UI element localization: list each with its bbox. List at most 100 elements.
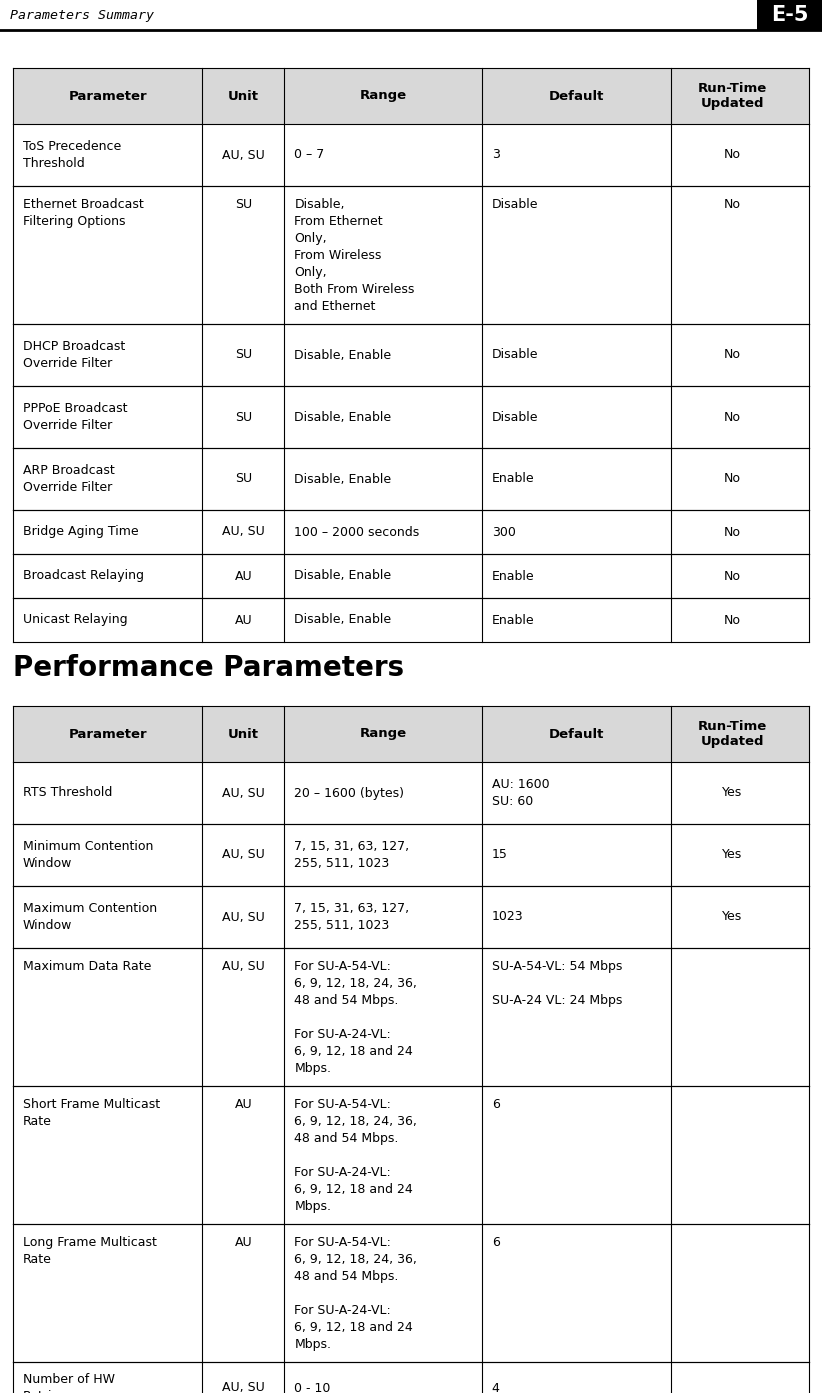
Text: 20 – 1600 (bytes): 20 – 1600 (bytes) [294, 787, 404, 800]
Text: 0 – 7: 0 – 7 [294, 149, 325, 162]
Text: 1023: 1023 [492, 911, 524, 924]
Text: Maximum Contention
Window: Maximum Contention Window [23, 903, 157, 932]
Bar [13, 449, 809, 510]
Text: AU: AU [234, 1236, 252, 1250]
Bar [13, 762, 809, 825]
Text: SU-A-54-VL: 54 Mbps

SU-A-24 VL: 24 Mbps: SU-A-54-VL: 54 Mbps SU-A-24 VL: 24 Mbps [492, 960, 622, 1007]
Bar [13, 68, 809, 124]
Bar [13, 1087, 809, 1224]
Text: AU, SU: AU, SU [222, 960, 265, 972]
Text: 4: 4 [492, 1382, 500, 1393]
Text: No: No [723, 613, 741, 627]
Text: Disable, Enable: Disable, Enable [294, 570, 391, 582]
Bar [13, 386, 809, 449]
Text: ToS Precedence
Threshold: ToS Precedence Threshold [23, 141, 122, 170]
Bar [13, 598, 809, 642]
Text: Yes: Yes [722, 787, 742, 800]
Text: AU: AU [234, 1098, 252, 1112]
Text: Range: Range [359, 727, 407, 741]
Text: 3: 3 [492, 149, 500, 162]
Text: Bridge Aging Time: Bridge Aging Time [23, 525, 139, 539]
Text: Disable: Disable [492, 348, 538, 362]
Text: 7, 15, 31, 63, 127,
255, 511, 1023: 7, 15, 31, 63, 127, 255, 511, 1023 [294, 903, 409, 932]
Text: 15: 15 [492, 848, 508, 861]
Text: RTS Threshold: RTS Threshold [23, 787, 113, 800]
Bar [13, 1224, 809, 1362]
Text: Long Frame Multicast
Rate: Long Frame Multicast Rate [23, 1236, 157, 1266]
Text: No: No [723, 525, 741, 539]
Text: No: No [723, 411, 741, 423]
Text: AU: AU [234, 613, 252, 627]
Text: Minimum Contention
Window: Minimum Contention Window [23, 840, 154, 871]
Text: 7, 15, 31, 63, 127,
255, 511, 1023: 7, 15, 31, 63, 127, 255, 511, 1023 [294, 840, 409, 871]
Text: Parameter: Parameter [68, 727, 147, 741]
Text: Disable, Enable: Disable, Enable [294, 411, 391, 423]
Text: Disable, Enable: Disable, Enable [294, 613, 391, 627]
Text: Maximum Data Rate: Maximum Data Rate [23, 960, 151, 972]
Text: Disable: Disable [492, 411, 538, 423]
Text: Enable: Enable [492, 472, 534, 486]
Text: For SU-A-54-VL:
6, 9, 12, 18, 24, 36,
48 and 54 Mbps.

For SU-A-24-VL:
6, 9, 12,: For SU-A-54-VL: 6, 9, 12, 18, 24, 36, 48… [294, 1098, 418, 1213]
Text: Parameters Summary: Parameters Summary [10, 8, 154, 21]
Text: Unit: Unit [228, 727, 259, 741]
Bar [13, 1362, 809, 1393]
Text: Default: Default [549, 89, 604, 103]
Text: DHCP Broadcast
Override Filter: DHCP Broadcast Override Filter [23, 340, 125, 371]
Text: Default: Default [549, 727, 604, 741]
Text: AU, SU: AU, SU [222, 848, 265, 861]
Text: AU, SU: AU, SU [222, 911, 265, 924]
Text: 6: 6 [492, 1236, 500, 1250]
Bar [0, 0, 757, 31]
Text: AU, SU: AU, SU [222, 787, 265, 800]
Text: SU: SU [235, 472, 252, 486]
Text: Run-Time
Updated: Run-Time Updated [698, 720, 767, 748]
Text: Disable, Enable: Disable, Enable [294, 472, 391, 486]
Text: Yes: Yes [722, 911, 742, 924]
Bar [13, 510, 809, 554]
Text: E-5: E-5 [771, 6, 808, 25]
Text: AU, SU: AU, SU [222, 1382, 265, 1393]
Text: Yes: Yes [722, 848, 742, 861]
Bar [13, 886, 809, 949]
Text: Run-Time
Updated: Run-Time Updated [698, 82, 767, 110]
Bar [13, 554, 809, 598]
Text: SU: SU [235, 198, 252, 210]
Text: 100 – 2000 seconds: 100 – 2000 seconds [294, 525, 420, 539]
Bar [757, 0, 822, 31]
Text: Parameter: Parameter [68, 89, 147, 103]
Text: No: No [723, 348, 741, 362]
Text: SU: SU [235, 348, 252, 362]
Text: 6: 6 [492, 1098, 500, 1112]
Bar [13, 706, 809, 762]
Text: Unicast Relaying: Unicast Relaying [23, 613, 127, 627]
Text: Disable,
From Ethernet
Only,
From Wireless
Only,
Both From Wireless
and Ethernet: Disable, From Ethernet Only, From Wirele… [294, 198, 415, 313]
Text: PPPoE Broadcast
Override Filter: PPPoE Broadcast Override Filter [23, 403, 127, 432]
Text: No: No [723, 570, 741, 582]
Text: No: No [723, 472, 741, 486]
Bar [13, 825, 809, 886]
Text: Number of HW
Retries: Number of HW Retries [23, 1373, 115, 1393]
Text: 0 - 10: 0 - 10 [294, 1382, 330, 1393]
Text: AU: 1600
SU: 60: AU: 1600 SU: 60 [492, 779, 549, 808]
Text: Broadcast Relaying: Broadcast Relaying [23, 570, 144, 582]
Text: Range: Range [359, 89, 407, 103]
Text: Disable: Disable [492, 198, 538, 210]
Bar [13, 124, 809, 187]
Text: No: No [723, 149, 741, 162]
Text: Ethernet Broadcast
Filtering Options: Ethernet Broadcast Filtering Options [23, 198, 144, 228]
Text: Performance Parameters: Performance Parameters [13, 653, 404, 683]
Bar [13, 187, 809, 325]
Text: Enable: Enable [492, 613, 534, 627]
Text: For SU-A-54-VL:
6, 9, 12, 18, 24, 36,
48 and 54 Mbps.

For SU-A-24-VL:
6, 9, 12,: For SU-A-54-VL: 6, 9, 12, 18, 24, 36, 48… [294, 1236, 418, 1351]
Text: Enable: Enable [492, 570, 534, 582]
Text: ARP Broadcast
Override Filter: ARP Broadcast Override Filter [23, 464, 115, 495]
Text: For SU-A-54-VL:
6, 9, 12, 18, 24, 36,
48 and 54 Mbps.

For SU-A-24-VL:
6, 9, 12,: For SU-A-54-VL: 6, 9, 12, 18, 24, 36, 48… [294, 960, 418, 1075]
Bar [13, 949, 809, 1087]
Text: Disable, Enable: Disable, Enable [294, 348, 391, 362]
Text: AU, SU: AU, SU [222, 525, 265, 539]
Text: No: No [723, 198, 741, 210]
Text: SU: SU [235, 411, 252, 423]
Text: AU: AU [234, 570, 252, 582]
Text: AU, SU: AU, SU [222, 149, 265, 162]
Text: Unit: Unit [228, 89, 259, 103]
